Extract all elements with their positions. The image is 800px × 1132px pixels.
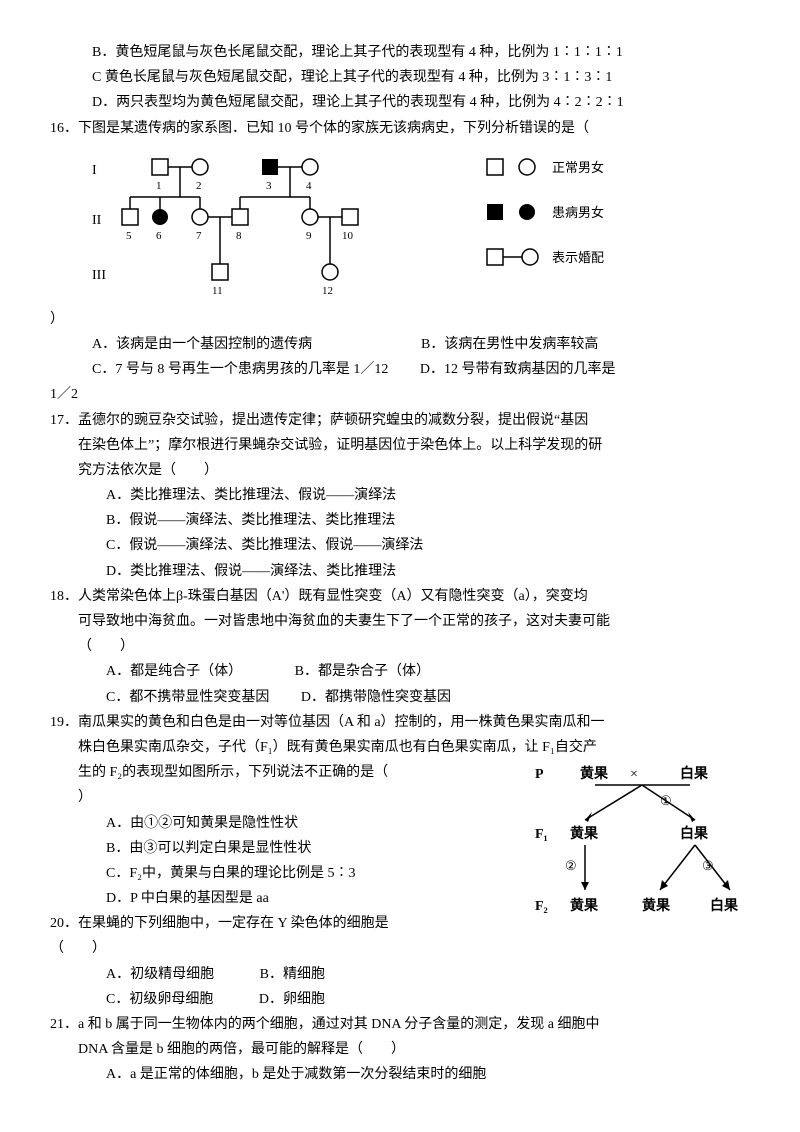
svg-text:8: 8 (236, 230, 242, 242)
q19-figure: P 黄果 × 白果 ① F₁ 黄果 白果 ② ③ F₂ 黄果 黄果 白果 (530, 760, 750, 936)
q19-opt-b: B．由③可以判定白果是显性性状 (50, 836, 530, 861)
q16-opt-d: D．12 号带有致病基因的几率是 (420, 362, 616, 377)
svg-text:白果: 白果 (710, 897, 739, 914)
svg-text:7: 7 (196, 230, 202, 242)
q17-opt-d: D．类比推理法、假说——演绎法、类比推理法 (50, 559, 750, 584)
svg-text:II: II (92, 213, 102, 228)
q17-stem-2: 在染色体上”；摩尔根进行果蝇杂交试验，证明基因位于染色体上。以上科学发现的研 (50, 433, 750, 458)
q20-opt-b: B．精细胞 (260, 967, 325, 982)
svg-text:1: 1 (156, 180, 162, 192)
svg-text:③: ③ (702, 858, 714, 873)
svg-text:2: 2 (196, 180, 202, 192)
q18-opt-a: A．都是纯合子（体） (106, 664, 235, 679)
q18-stem-2: 可导致地中海贫血。一对皆患地中海贫血的夫妻生下了一个正常的孩子，这对夫妻可能 (50, 609, 750, 634)
svg-text:9: 9 (306, 230, 312, 242)
svg-text:4: 4 (306, 180, 312, 192)
q19-paren: ） (50, 785, 530, 810)
q18-stem-3: （ ） (50, 634, 750, 659)
q20-opt-d: D．卵细胞 (259, 992, 325, 1007)
svg-text:黄果: 黄果 (570, 825, 599, 842)
svg-text:黄果: 黄果 (570, 897, 599, 914)
svg-text:10: 10 (342, 230, 354, 242)
q20-opt-c: C．初级卵母细胞 (106, 992, 213, 1007)
svg-text:黄果: 黄果 (642, 897, 671, 914)
svg-text:12: 12 (322, 285, 333, 297)
q17-opt-b: B．假说——演绎法、类比推理法、类比推理法 (50, 508, 750, 533)
svg-text:11: 11 (212, 285, 223, 297)
q15-opt-c: C 黄色长尾鼠与灰色短尾鼠交配，理论上其子代的表现型有 4 种，比例为 3∶1∶… (50, 65, 750, 90)
q19-opt-a: A．由①②可知黄果是隐性性状 (50, 811, 530, 836)
q19-stem-2: 株白色果实南瓜杂交，子代（F₁）既有黄色果实南瓜也有白色果实南瓜，让 F₁自交产 (50, 735, 750, 760)
q19-opt-d: D．P 中白果的基因型是 aa (50, 886, 530, 911)
q19-stem-1: 19．南瓜果实的黄色和白色是由一对等位基因（A 和 a）控制的，用一株黄色果实南… (50, 710, 750, 735)
svg-text:黄果: 黄果 (580, 765, 609, 782)
q15-opt-b: B．黄色短尾鼠与灰色长尾鼠交配，理论上其子代的表现型有 4 种，比例为 1∶1∶… (50, 40, 750, 65)
q18-opt-d: D．都携带隐性突变基因 (301, 690, 451, 705)
q21-stem-1: 21．a 和 b 属于同一生物体内的两个细胞，通过对其 DNA 分子含量的测定，… (50, 1012, 750, 1037)
q16-opt-a: A．该病是由一个基因控制的遗传病 (92, 332, 421, 357)
q20-opt-a: A．初级精母细胞 (106, 967, 214, 982)
svg-text:6: 6 (156, 230, 162, 242)
q20-stem: 20．在果蝇的下列细胞中，一定存在 Y 染色体的细胞是 (50, 911, 530, 936)
svg-text:正常男女: 正常男女 (552, 160, 604, 175)
svg-text:×: × (630, 767, 638, 782)
q15-opt-d: D．两只表型均为黄色短尾鼠交配，理论上其子代的表现型有 4 种，比例为 4∶2∶… (50, 90, 750, 115)
pedigree-svg: 正常男女 患病男女 表示婚配 I II III 1 2 3 4 5 6 7 8 … (92, 149, 652, 299)
q16-close-paren: ） (50, 307, 750, 332)
q17-opt-c: C．假说——演绎法、类比推理法、假说——演绎法 (50, 533, 750, 558)
q19-stem-3: 生的 F₂的表现型如图所示，下列说法不正确的是（ (50, 760, 530, 785)
q16-opt-b: B．该病在男性中发病率较高 (421, 332, 750, 357)
q21-opt-a: A．a 是正常的体细胞，b 是处于减数第一次分裂结束时的细胞 (50, 1062, 750, 1087)
svg-text:患病男女: 患病男女 (552, 205, 604, 220)
q20-paren: （ ） (50, 936, 750, 961)
svg-text:①: ① (660, 793, 672, 808)
q19-opt-c: C．F₂中，黄果与白果的理论比例是 5∶3 (50, 861, 530, 886)
svg-text:②: ② (565, 858, 577, 873)
svg-text:III: III (92, 268, 106, 283)
svg-text:白果: 白果 (680, 765, 709, 782)
svg-text:5: 5 (126, 230, 132, 242)
q21-stem-2: DNA 含量是 b 细胞的两倍，最可能的解释是（ ） (50, 1037, 750, 1062)
q17-stem-3: 究方法依次是（ ） (50, 458, 750, 483)
svg-text:表示婚配: 表示婚配 (552, 250, 604, 265)
svg-text:I: I (92, 163, 97, 178)
svg-text:F₂: F₂ (535, 899, 548, 914)
svg-text:3: 3 (266, 180, 272, 192)
q18-opt-c: C．都不携带显性突变基因 (106, 690, 269, 705)
legend: 正常男女 患病男女 表示婚配 (487, 159, 604, 265)
svg-text:F₁: F₁ (535, 827, 548, 842)
q16-opt-d-tail: 1／2 (50, 382, 750, 407)
q17-stem-1: 17．孟德尔的豌豆杂交试验，提出遗传定律；萨顿研究蝗虫的减数分裂，提出假说“基因 (50, 408, 750, 433)
q16-stem: 16．下图是某遗传病的家系图．已知 10 号个体的家族无该病病史，下列分析错误的… (50, 116, 750, 141)
q18-opt-b: B．都是杂合子（体） (295, 664, 430, 679)
svg-text:P: P (535, 767, 544, 782)
q16-opt-c: C．7 号与 8 号再生一个患病男孩的几率是 1／12 (92, 362, 388, 377)
q16-pedigree-figure: 正常男女 患病男女 表示婚配 I II III 1 2 3 4 5 6 7 8 … (50, 149, 750, 299)
q17-opt-a: A．类比推理法、类比推理法、假说——演绎法 (50, 483, 750, 508)
q18-stem-1: 18．人类常染色体上β-珠蛋白基因（A'）既有显性突变（A）又有隐性突变（a），… (50, 584, 750, 609)
svg-text:白果: 白果 (680, 825, 709, 842)
